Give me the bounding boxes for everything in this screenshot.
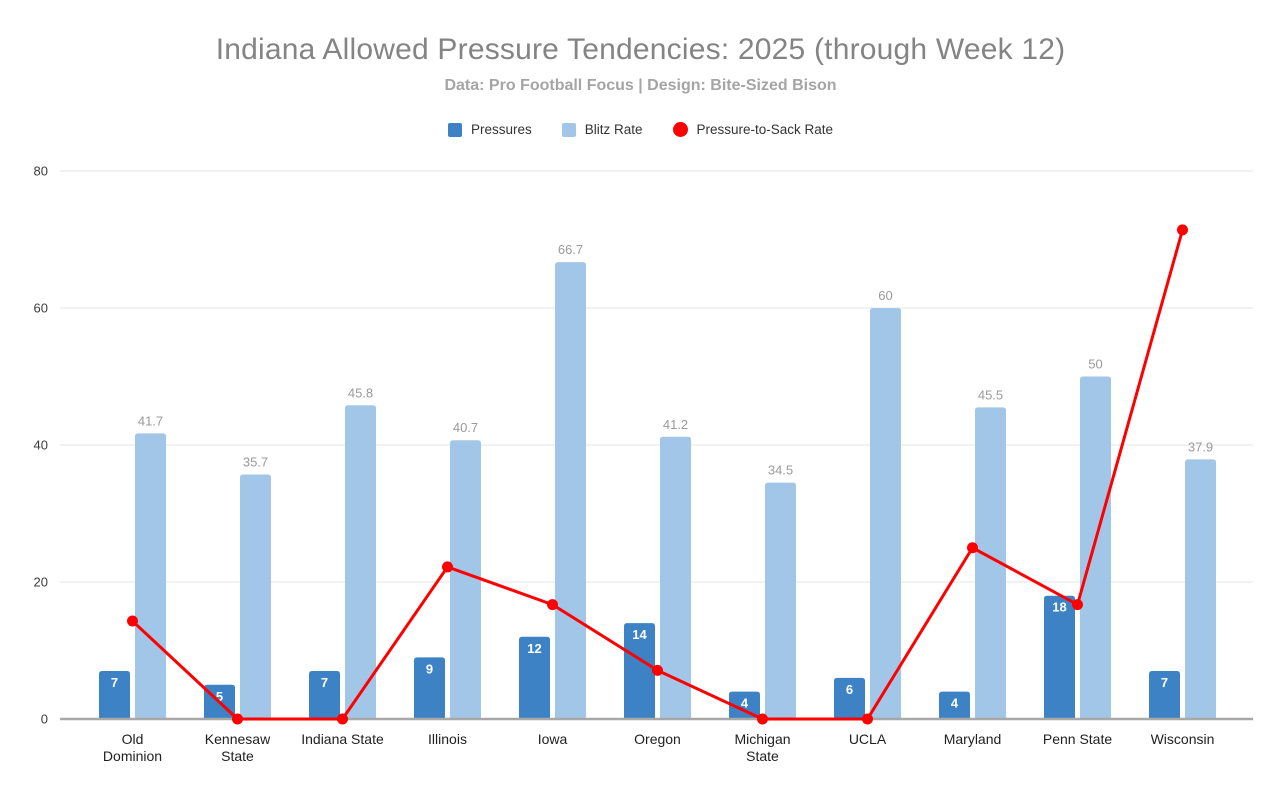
category-label-5: Oregon (634, 731, 681, 747)
bar-value-label: 7 (321, 675, 328, 690)
bar-pressures-10 (1149, 671, 1180, 719)
category-label-9: Penn State (1043, 731, 1112, 747)
category-label-1: Kennesaw (205, 731, 271, 747)
bar-blitz-rate-3 (450, 440, 481, 719)
bar-value-label: 4 (741, 696, 749, 711)
legend-label-blitz-rate: Blitz Rate (584, 122, 643, 137)
bar-pressures-9 (1044, 595, 1075, 719)
bar-value-label: 5 (216, 689, 223, 704)
category-label-6: State (746, 748, 779, 764)
bar-value-label: 9 (426, 661, 433, 676)
data-point-10 (1177, 224, 1188, 236)
bar-blitz-rate-5 (660, 436, 691, 719)
bar-value-label: 60 (878, 288, 892, 303)
pressures-swatch-icon (447, 122, 462, 137)
bar-blitz-rate-7 (870, 308, 901, 719)
data-point-3 (442, 561, 453, 573)
y-tick-label: 20 (34, 575, 48, 590)
pressure-to-sack-swatch-icon (672, 122, 688, 137)
bar-value-label: 7 (1161, 675, 1168, 690)
data-point-1 (232, 713, 243, 725)
bar-pressures-7 (834, 677, 865, 719)
bar-blitz-rate-10 (1185, 459, 1216, 719)
bar-blitz-rate-4 (555, 262, 586, 719)
bar-value-label: 45.5 (978, 387, 1003, 402)
bar-pressures-0 (99, 671, 130, 719)
blitz-rate-swatch-icon (561, 122, 576, 137)
category-label-2: Indiana State (301, 731, 384, 747)
legend-label-pressure-to-sack-rate: Pressure-to-Sack Rate (696, 122, 834, 137)
data-point-5 (652, 664, 663, 676)
category-label-10: Wisconsin (1151, 731, 1215, 747)
bar-pressures-6 (729, 691, 760, 719)
bar-pressures-8 (939, 691, 970, 719)
data-point-8 (967, 542, 978, 554)
data-point-2 (337, 713, 348, 725)
bar-value-label: 41.7 (138, 413, 163, 428)
legend: Pressures Blitz Rate Pressure-to-Sack Ra… (0, 122, 1281, 137)
data-point-4 (547, 599, 558, 611)
bar-blitz-rate-1 (240, 474, 271, 719)
legend-item-pressures: Pressures (447, 122, 532, 137)
bar-value-label: 4 (951, 696, 959, 711)
bar-value-label: 18 (1052, 600, 1066, 615)
category-label-4: Iowa (538, 731, 568, 747)
bar-value-label: 37.9 (1188, 439, 1213, 454)
bar-value-label: 66.7 (558, 242, 583, 257)
trend-line (131, 229, 1184, 721)
bar-blitz-rate-8 (975, 407, 1006, 719)
bar-value-label: 50 (1088, 357, 1102, 372)
bar-blitz-rate-6 (765, 482, 796, 719)
bar-pressures-2 (309, 671, 340, 719)
y-tick-label: 60 (34, 301, 48, 316)
bar-value-label: 7 (111, 675, 118, 690)
bar-value-label: 34.5 (768, 463, 793, 478)
data-point-6 (757, 713, 768, 725)
bar-value-label: 35.7 (243, 454, 268, 469)
legend-label-pressures: Pressures (470, 122, 532, 137)
bar-pressures-5 (624, 623, 655, 719)
bar-blitz-rate-0 (135, 433, 166, 719)
legend-item-blitz-rate: Blitz Rate (561, 122, 643, 137)
bar-value-label: 14 (632, 627, 647, 642)
y-tick-label: 80 (34, 164, 48, 179)
category-label-0: Old (122, 731, 144, 747)
category-label-0: Dominion (103, 748, 162, 764)
category-label-3: Illinois (428, 731, 467, 747)
category-label-1: State (221, 748, 254, 764)
bar-value-label: 45.8 (348, 385, 373, 400)
chart-subtitle: Data: Pro Football Focus | Design: Bite-… (444, 77, 837, 94)
y-tick-label: 0 (41, 712, 48, 727)
legend-item-pressure-to-sack-rate: Pressure-to-Sack Rate (672, 122, 834, 137)
bar-value-label: 40.7 (453, 420, 478, 435)
bar-blitz-rate-9 (1080, 376, 1111, 719)
category-label-6: Michigan (734, 731, 790, 747)
category-label-8: Maryland (944, 731, 1002, 747)
data-point-7 (862, 713, 873, 725)
data-point-0 (127, 615, 138, 627)
data-point-9 (1072, 599, 1083, 611)
bar-pressures-4 (519, 636, 550, 719)
chart-title: Indiana Allowed Pressure Tendencies: 202… (215, 33, 1066, 66)
bar-value-label: 12 (527, 641, 541, 656)
bar-pressures-3 (414, 657, 445, 719)
y-tick-label: 40 (34, 438, 48, 453)
bar-value-label: 6 (846, 682, 853, 697)
category-label-7: UCLA (849, 731, 887, 747)
bar-blitz-rate-2 (345, 405, 376, 719)
bar-value-label: 41.2 (663, 417, 688, 432)
